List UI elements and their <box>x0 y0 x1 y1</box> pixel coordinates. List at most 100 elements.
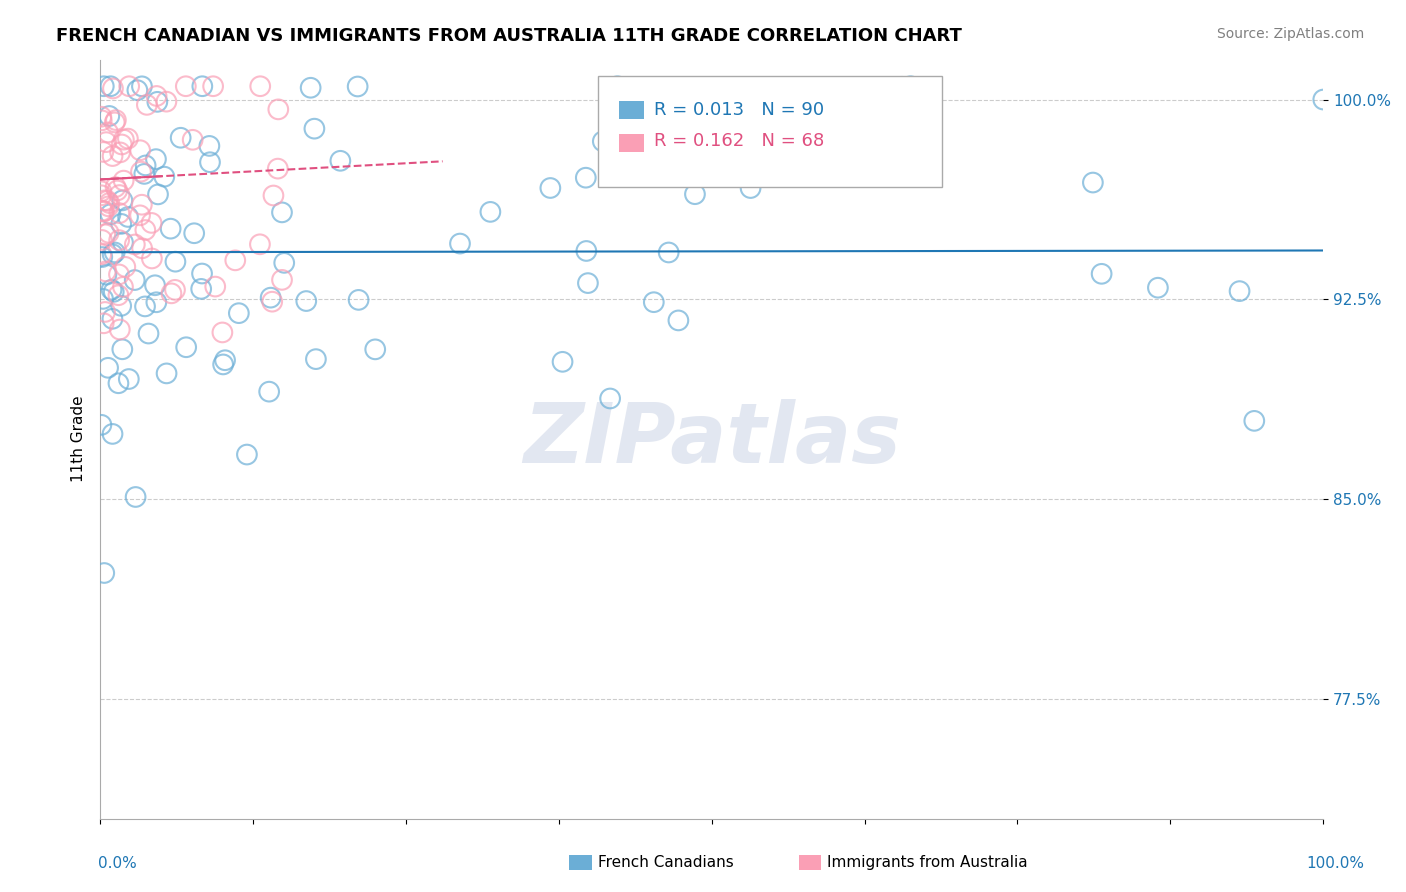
Point <box>112 173 135 187</box>
Point <box>900 79 922 94</box>
Point <box>94 264 117 278</box>
Point <box>101 149 124 163</box>
Point <box>236 448 259 462</box>
Point <box>228 306 250 320</box>
Point <box>134 300 156 314</box>
Text: ZIPatlas: ZIPatlas <box>523 399 901 480</box>
Point <box>93 204 115 219</box>
Point <box>257 384 280 399</box>
Point <box>592 134 614 148</box>
Point <box>146 95 169 109</box>
Point <box>575 170 598 185</box>
Point <box>101 426 124 441</box>
Point <box>693 139 716 153</box>
Point <box>145 295 167 310</box>
Point <box>183 226 205 240</box>
Point <box>153 169 176 184</box>
Point <box>108 322 131 336</box>
Point <box>97 360 120 375</box>
Point <box>347 293 370 307</box>
Text: 0.0%: 0.0% <box>98 856 138 871</box>
Point <box>1091 267 1114 281</box>
Text: R = 0.162   N = 68: R = 0.162 N = 68 <box>654 132 824 150</box>
Point <box>1229 284 1251 298</box>
Point <box>112 133 135 147</box>
Point <box>575 244 598 258</box>
Point <box>111 235 134 250</box>
Point <box>141 252 163 266</box>
Y-axis label: 11th Grade: 11th Grade <box>72 396 86 483</box>
Point <box>174 340 197 354</box>
Point <box>155 95 177 109</box>
Point <box>101 311 124 326</box>
Point <box>668 313 690 327</box>
Point <box>100 79 122 94</box>
Point <box>191 79 214 94</box>
Point <box>104 115 127 129</box>
Point <box>155 367 177 381</box>
Point <box>135 158 157 172</box>
Point <box>90 184 112 198</box>
Point <box>110 217 132 231</box>
Point <box>100 283 122 297</box>
Point <box>117 131 139 145</box>
Point <box>271 273 294 287</box>
Point <box>145 89 167 103</box>
Point <box>94 305 117 319</box>
Point <box>91 292 114 306</box>
Point <box>127 83 149 97</box>
Point <box>124 237 146 252</box>
Point <box>163 283 186 297</box>
Point <box>98 109 121 123</box>
Point <box>1147 281 1170 295</box>
Point <box>108 145 131 160</box>
Point <box>249 79 271 94</box>
Point <box>271 205 294 219</box>
Point <box>107 376 129 391</box>
Point <box>190 282 212 296</box>
Point <box>141 216 163 230</box>
Point <box>105 184 128 198</box>
Point <box>145 152 167 166</box>
Point <box>538 181 561 195</box>
Point <box>111 343 134 357</box>
Point <box>224 253 246 268</box>
Point <box>94 227 117 242</box>
Point <box>114 260 136 274</box>
Point <box>111 137 134 152</box>
Point <box>131 198 153 212</box>
Point <box>91 203 114 218</box>
Point <box>93 566 115 580</box>
Text: 100.0%: 100.0% <box>1306 856 1364 871</box>
Point <box>160 286 183 301</box>
Point <box>90 233 112 247</box>
Point <box>98 196 121 211</box>
Point <box>174 79 197 94</box>
Point <box>90 417 112 432</box>
Point <box>260 291 283 305</box>
Point <box>143 278 166 293</box>
Point <box>191 267 214 281</box>
Point <box>93 79 115 94</box>
Point <box>329 153 352 168</box>
Point <box>110 299 132 313</box>
Point <box>104 245 127 260</box>
Point <box>107 288 129 302</box>
Point <box>146 187 169 202</box>
Point <box>94 194 117 208</box>
Point <box>135 98 157 112</box>
Point <box>1312 93 1334 107</box>
Point <box>101 247 124 261</box>
Point <box>165 254 187 268</box>
Point <box>211 326 233 340</box>
Point <box>104 113 127 128</box>
Point <box>101 81 124 95</box>
Point <box>1243 414 1265 428</box>
Point <box>124 273 146 287</box>
Point <box>212 358 235 372</box>
Point <box>299 80 322 95</box>
Point <box>249 237 271 252</box>
Point <box>96 194 118 208</box>
Point <box>295 293 318 308</box>
Point <box>131 241 153 255</box>
